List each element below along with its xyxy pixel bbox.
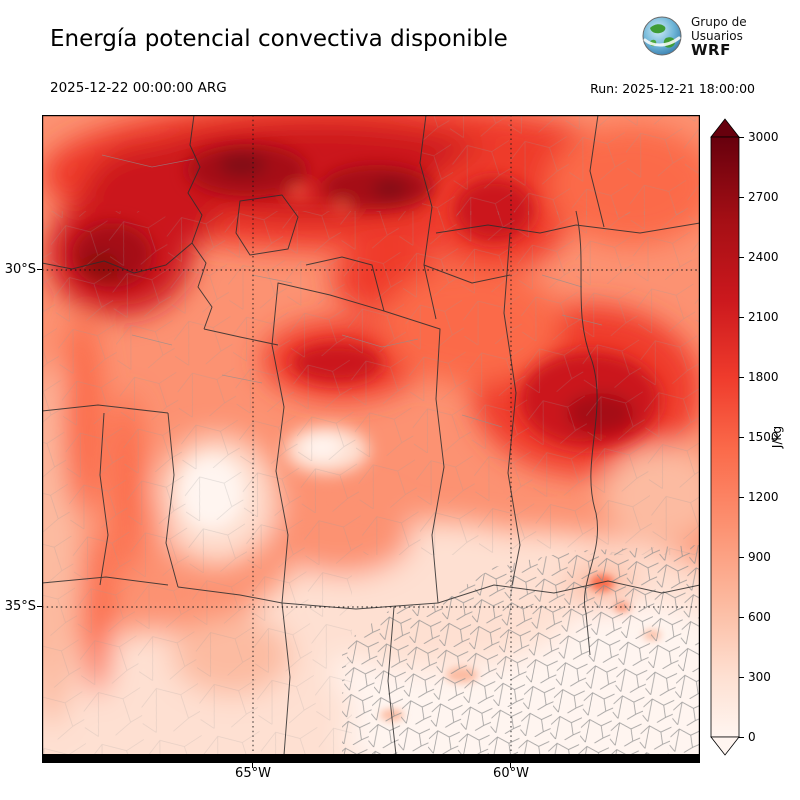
lon-tick-65w: 65°W bbox=[235, 766, 271, 781]
logo-line-2: Usuarios bbox=[691, 29, 743, 43]
colorbar-tick-label: 3000 bbox=[748, 130, 779, 144]
colorbar-unit-label: J/kg bbox=[770, 425, 784, 449]
colorbar-tick-label: 900 bbox=[748, 550, 771, 564]
colorbar-tick-label: 0 bbox=[748, 730, 756, 744]
lon-tickmark-60w bbox=[510, 763, 511, 768]
wrf-logo: Grupo de Usuarios WRF bbox=[640, 14, 747, 58]
colorbar-arrow-bottom bbox=[710, 736, 740, 756]
lat-tick-30s: 30°S bbox=[4, 262, 36, 277]
logo-line-1: Grupo de bbox=[691, 15, 747, 29]
colorbar-tick-label: 600 bbox=[748, 610, 771, 624]
colorbar-tick-label: 1200 bbox=[748, 490, 779, 504]
colorbar-tick-label: 1800 bbox=[748, 370, 779, 384]
lat-tickmark-35s bbox=[37, 606, 42, 607]
colorbar-tick-label: 2700 bbox=[748, 190, 779, 204]
page-title: Energía potencial convectiva disponible bbox=[50, 26, 508, 52]
colorbar bbox=[710, 118, 740, 756]
logo-wrf: WRF bbox=[691, 41, 731, 59]
colorbar-tickmarks bbox=[739, 137, 744, 738]
colorbar-tick-label: 1500 bbox=[748, 430, 779, 444]
map bbox=[42, 115, 700, 763]
valid-time-label: 2025-12-22 00:00:00 ARG bbox=[50, 80, 227, 96]
lon-tickmark-65w bbox=[252, 763, 253, 768]
map-bottom-bar bbox=[42, 755, 700, 763]
colorbar-tick-label: 2400 bbox=[748, 250, 779, 264]
run-time-label: Run: 2025-12-21 18:00:00 bbox=[590, 81, 755, 96]
colorbar-arrow-top bbox=[710, 118, 740, 138]
colorbar-tick-label: 300 bbox=[748, 670, 771, 684]
colorbar-tick-label: 2100 bbox=[748, 310, 779, 324]
lat-tickmark-30s bbox=[37, 269, 42, 270]
lat-tick-35s: 35°S bbox=[4, 599, 36, 614]
lon-tick-60w: 60°W bbox=[493, 766, 529, 781]
globe-icon bbox=[642, 16, 682, 56]
cape-map-canvas bbox=[42, 115, 700, 763]
